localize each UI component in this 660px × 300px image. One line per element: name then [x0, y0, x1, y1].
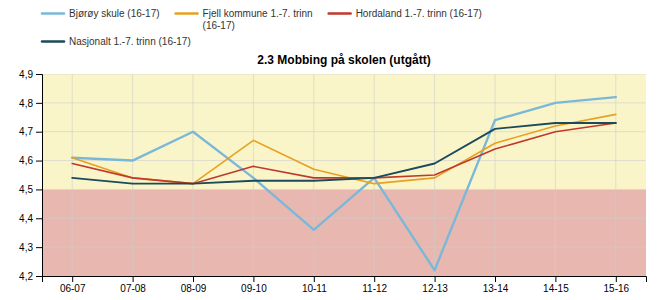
x-tick-label: 07-08 — [120, 283, 146, 294]
series-line — [72, 114, 616, 183]
x-tick-line — [555, 276, 556, 282]
y-tick-label: 4,6 — [19, 155, 33, 166]
y-tick: 4,7 — [19, 126, 42, 137]
x-tick: 12-13 — [422, 276, 448, 294]
grid-line-x — [253, 74, 254, 276]
grid-line-x — [132, 74, 133, 276]
plot: 4,24,34,44,54,64,74,84,906-0707-0808-090… — [19, 69, 646, 294]
grid-line-x — [615, 74, 616, 276]
y-tick: 4,4 — [19, 213, 42, 224]
x-tick: 07-08 — [120, 276, 146, 294]
x-tick: 08-09 — [181, 276, 207, 294]
chart-container: Bjørøy skule (16-17) Fjell kommune 1.-7. … — [0, 0, 660, 300]
y-tick: 4,3 — [19, 242, 42, 253]
y-tick-label: 4,9 — [19, 69, 33, 80]
y-tick: 4,6 — [19, 155, 42, 166]
chart-svg: Bjørøy skule (16-17) Fjell kommune 1.-7. … — [0, 0, 660, 300]
legend-item: Fjell kommune 1.-7. trinn(16-17) — [176, 8, 313, 31]
legend-swatch — [329, 12, 351, 15]
y-tick: 4,9 — [19, 69, 42, 80]
legend-item: Nasjonalt 1.-7. trinn (16-17) — [42, 36, 191, 47]
x-tick-label: 13-14 — [483, 283, 509, 294]
y-tick: 4,2 — [19, 271, 42, 282]
x-tick-line — [435, 276, 436, 282]
x-tick: 14-15 — [543, 276, 569, 294]
grid — [42, 74, 646, 276]
grid-line-x — [555, 74, 556, 276]
x-axis-line — [43, 277, 647, 283]
title: 2.3 Mobbing på skolen (utgått) — [257, 53, 430, 67]
legend-label-line: Hordaland 1.-7. trinn (16-17) — [356, 8, 482, 19]
y-tick-label: 4,4 — [19, 213, 33, 224]
x-tick-line — [72, 276, 73, 282]
series-line — [72, 123, 616, 184]
y-axis-line — [36, 75, 43, 277]
x-tick-label: 12-13 — [422, 283, 448, 294]
y-tick-line — [36, 74, 42, 75]
y-tick-line — [36, 132, 42, 133]
legend-item: Bjørøy skule (16-17) — [42, 8, 160, 19]
x-tick: 11-12 — [362, 276, 387, 294]
x-tick: 06-07 — [60, 276, 86, 294]
legend-swatch — [176, 12, 198, 15]
y-tick-label: 4,2 — [19, 271, 33, 282]
x-tick-label: 06-07 — [60, 283, 86, 294]
y-tick-line — [36, 276, 42, 277]
x-tick: 15-16 — [604, 276, 630, 294]
y-tick: 4,8 — [19, 98, 42, 109]
legend-label: Bjørøy skule (16-17) — [69, 8, 160, 19]
x-tick-label: 09-10 — [241, 283, 267, 294]
x-tick-label: 08-09 — [181, 283, 207, 294]
legend-label: Hordaland 1.-7. trinn (16-17) — [356, 8, 482, 19]
y-tick-label: 4,3 — [19, 242, 33, 253]
y-axis: 4,2 4,3 4,4 4,5 4,6 4,7 4,8 4,9 — [19, 69, 42, 282]
legend-label-line: Bjørøy skule (16-17) — [69, 8, 160, 19]
y-tick-label: 4,8 — [19, 98, 33, 109]
legend-label: Nasjonalt 1.-7. trinn (16-17) — [69, 36, 191, 47]
legend-label-line: (16-17) — [203, 20, 235, 31]
y-tick-line — [36, 189, 42, 190]
x-tick-line — [374, 276, 375, 282]
y-tick-label: 4,5 — [19, 184, 33, 195]
x-tick-label: 11-12 — [362, 283, 387, 294]
plot-area — [42, 74, 646, 276]
x-tick-label: 15-16 — [604, 283, 630, 294]
legend-swatch — [42, 40, 64, 43]
legend-label-line: Nasjonalt 1.-7. trinn (16-17) — [69, 36, 191, 47]
x-tick: 09-10 — [241, 276, 267, 294]
y-tick-label: 4,7 — [19, 126, 33, 137]
grid-line-x — [313, 74, 314, 276]
legend-label-line: Fjell kommune 1.-7. trinn — [203, 8, 313, 19]
x-tick-line — [253, 276, 254, 282]
y-tick-line — [36, 103, 42, 104]
x-tick: 13-14 — [483, 276, 509, 294]
x-tick-label: 10-11 — [302, 283, 327, 294]
x-tick-label: 14-15 — [543, 283, 569, 294]
y-tick: 4,5 — [19, 184, 42, 195]
legend-item: Hordaland 1.-7. trinn (16-17) — [329, 8, 482, 19]
series-line — [72, 97, 616, 270]
y-tick-line — [36, 161, 42, 162]
legend: Bjørøy skule (16-17) Fjell kommune 1.-7. … — [42, 8, 482, 47]
grid-line-x — [495, 74, 496, 276]
grid-line-x — [193, 74, 194, 276]
x-tick-line — [193, 276, 194, 282]
y-tick-line — [36, 247, 42, 248]
x-tick-line — [495, 276, 496, 282]
x-tick: 10-11 — [302, 276, 327, 294]
legend-swatch — [42, 12, 64, 15]
legend-label: Fjell kommune 1.-7. trinn(16-17) — [203, 8, 313, 31]
grid-line-x — [374, 74, 375, 276]
x-axis: 06-07 07-08 08-09 09-10 10-11 11-12 12-13 13-14… — [43, 276, 647, 294]
x-tick-line — [616, 276, 617, 282]
series-line — [72, 123, 616, 184]
y-tick-line — [36, 218, 42, 219]
x-tick-line — [314, 276, 315, 282]
grid-line-x — [72, 74, 73, 276]
x-tick-line — [133, 276, 134, 282]
